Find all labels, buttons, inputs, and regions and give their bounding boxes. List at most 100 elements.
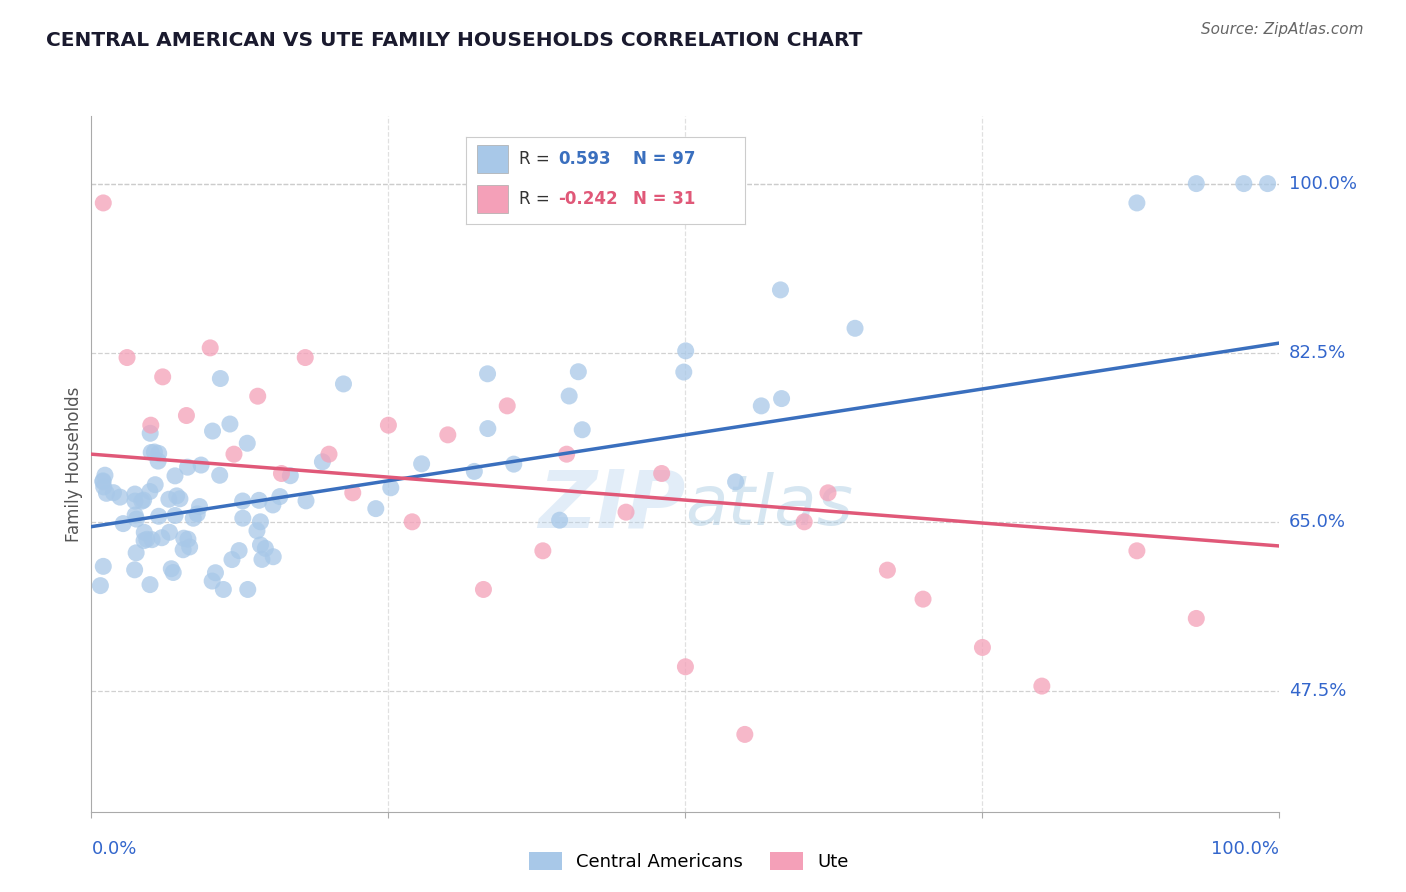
- Point: [911, 592, 934, 607]
- Point: [200, 341, 222, 355]
- Point: [103, 485, 125, 500]
- Point: [436, 428, 458, 442]
- Point: [141, 445, 163, 459]
- Point: [212, 582, 235, 597]
- Point: [204, 566, 226, 580]
- Text: 65.0%: 65.0%: [1289, 513, 1346, 531]
- Point: [139, 577, 162, 591]
- FancyBboxPatch shape: [477, 185, 508, 213]
- Point: [876, 563, 898, 577]
- Point: [269, 490, 291, 504]
- Point: [93, 480, 115, 494]
- Point: [380, 481, 402, 495]
- Point: [91, 196, 114, 211]
- Point: [91, 559, 114, 574]
- Point: [179, 540, 201, 554]
- Point: [567, 365, 589, 379]
- Point: [477, 421, 499, 435]
- Point: [209, 371, 232, 385]
- Point: [132, 533, 155, 548]
- Point: [143, 477, 166, 491]
- Text: ZIP: ZIP: [538, 467, 685, 545]
- Point: [134, 525, 156, 540]
- Point: [152, 369, 174, 384]
- Point: [176, 409, 198, 423]
- Point: [146, 454, 169, 468]
- Point: [793, 515, 815, 529]
- Point: [131, 494, 153, 508]
- Point: [1233, 177, 1256, 191]
- Point: [91, 475, 114, 489]
- Point: [294, 351, 316, 365]
- Point: [724, 475, 747, 489]
- Point: [201, 574, 224, 588]
- Point: [201, 424, 224, 438]
- Point: [186, 507, 208, 521]
- Point: [173, 531, 195, 545]
- Point: [311, 455, 333, 469]
- Point: [181, 511, 204, 525]
- Point: [254, 541, 277, 556]
- Point: [232, 494, 254, 508]
- Point: [125, 512, 148, 526]
- Point: [401, 515, 423, 529]
- Point: [124, 563, 146, 577]
- Text: 100.0%: 100.0%: [1212, 839, 1279, 857]
- Point: [232, 511, 254, 525]
- Text: 82.5%: 82.5%: [1289, 343, 1346, 362]
- Point: [472, 582, 495, 597]
- Point: [250, 552, 273, 566]
- Text: R =: R =: [519, 150, 555, 168]
- Point: [188, 500, 211, 514]
- Point: [411, 457, 433, 471]
- Point: [651, 467, 673, 481]
- Point: [769, 283, 792, 297]
- Text: N = 97: N = 97: [633, 150, 696, 168]
- Legend: Central Americans, Ute: Central Americans, Ute: [522, 845, 856, 879]
- Point: [246, 389, 269, 403]
- Point: [249, 515, 271, 529]
- Point: [477, 367, 499, 381]
- Text: R =: R =: [519, 190, 555, 208]
- Point: [749, 399, 772, 413]
- Point: [143, 445, 166, 459]
- Point: [614, 505, 637, 519]
- Text: atlas: atlas: [685, 472, 853, 539]
- Point: [672, 365, 695, 379]
- Point: [157, 492, 180, 507]
- Point: [280, 468, 302, 483]
- Point: [1185, 177, 1208, 191]
- Point: [165, 508, 187, 523]
- Point: [262, 549, 284, 564]
- Point: [208, 468, 231, 483]
- Point: [1126, 544, 1149, 558]
- Point: [249, 538, 271, 552]
- Point: [558, 389, 581, 403]
- Point: [817, 485, 839, 500]
- Point: [270, 467, 292, 481]
- Point: [332, 376, 354, 391]
- Point: [135, 533, 157, 547]
- Point: [91, 474, 114, 488]
- Point: [502, 457, 524, 471]
- Point: [972, 640, 994, 655]
- Point: [159, 525, 181, 540]
- Point: [94, 468, 117, 483]
- Point: [177, 532, 200, 546]
- Point: [571, 423, 593, 437]
- Point: [132, 493, 155, 508]
- Point: [162, 566, 184, 580]
- Point: [236, 436, 259, 450]
- Point: [112, 516, 135, 531]
- Point: [190, 458, 212, 472]
- Point: [148, 446, 170, 460]
- Point: [675, 343, 697, 358]
- Point: [377, 418, 399, 433]
- Point: [124, 494, 146, 508]
- Point: [1185, 611, 1208, 625]
- Point: [166, 489, 188, 503]
- Point: [228, 543, 250, 558]
- Point: [124, 487, 146, 501]
- Point: [673, 660, 696, 674]
- Point: [89, 579, 111, 593]
